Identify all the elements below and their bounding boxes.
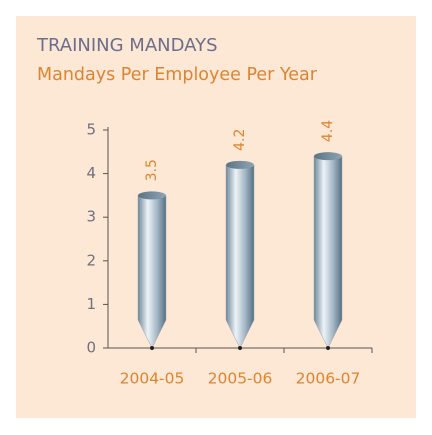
bar: [313, 155, 343, 349]
x-tick-label: 2005-06: [208, 370, 273, 388]
y-tick-label: 2: [86, 251, 96, 269]
chart-subtitle: Mandays Per Employee Per Year: [37, 65, 318, 85]
y-tick-label: 3: [86, 208, 96, 226]
bar: [137, 195, 167, 349]
bar-cap: [138, 191, 166, 200]
bar-cap: [314, 152, 342, 161]
bar: [225, 164, 255, 349]
value-label: 3.5: [144, 159, 160, 181]
y-tick-label: 1: [86, 295, 96, 313]
bar-tip: [238, 346, 242, 350]
bar-cap: [226, 160, 254, 169]
bar-tip: [150, 346, 154, 350]
bar-tip: [326, 346, 330, 350]
panel-background: [16, 16, 416, 418]
x-tick-label: 2004-05: [120, 370, 185, 388]
y-tick-label: 4: [86, 164, 96, 182]
chart-title: TRAINING MANDAYS: [36, 35, 218, 56]
y-tick-label: 0: [86, 339, 96, 357]
x-tick-label: 2006-07: [296, 370, 361, 388]
y-tick-label: 5: [86, 121, 96, 139]
value-label: 4.2: [232, 129, 248, 151]
value-label: 4.4: [320, 120, 336, 142]
